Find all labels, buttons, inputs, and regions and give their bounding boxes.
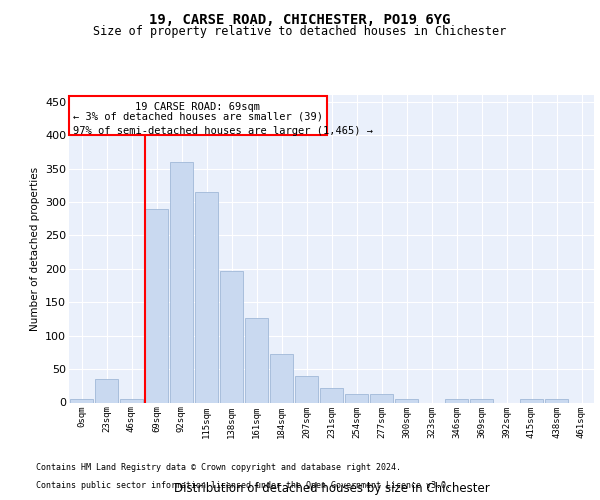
- Bar: [345, 394, 368, 402]
- Bar: [320, 388, 343, 402]
- Bar: [270, 354, 293, 403]
- Text: Contains HM Land Registry data © Crown copyright and database right 2024.: Contains HM Land Registry data © Crown c…: [36, 464, 401, 472]
- Bar: [520, 399, 543, 402]
- Bar: [470, 399, 493, 402]
- FancyBboxPatch shape: [69, 96, 326, 135]
- Bar: [545, 399, 568, 402]
- Bar: [245, 318, 268, 402]
- Text: Size of property relative to detached houses in Chichester: Size of property relative to detached ho…: [94, 25, 506, 38]
- Bar: [445, 399, 468, 402]
- Bar: [295, 376, 318, 402]
- Bar: [145, 208, 168, 402]
- Text: 97% of semi-detached houses are larger (1,465) →: 97% of semi-detached houses are larger (…: [73, 126, 373, 136]
- Y-axis label: Number of detached properties: Number of detached properties: [29, 166, 40, 331]
- Bar: [395, 399, 418, 402]
- Bar: [220, 271, 243, 402]
- Text: 19 CARSE ROAD: 69sqm: 19 CARSE ROAD: 69sqm: [135, 102, 260, 112]
- Bar: [195, 192, 218, 402]
- Bar: [120, 399, 143, 402]
- Text: Contains public sector information licensed under the Open Government Licence v3: Contains public sector information licen…: [36, 481, 451, 490]
- Bar: [95, 379, 118, 402]
- Bar: [170, 162, 193, 402]
- Text: 19, CARSE ROAD, CHICHESTER, PO19 6YG: 19, CARSE ROAD, CHICHESTER, PO19 6YG: [149, 12, 451, 26]
- Bar: [70, 399, 93, 402]
- Bar: [370, 394, 393, 402]
- Text: ← 3% of detached houses are smaller (39): ← 3% of detached houses are smaller (39): [73, 112, 323, 122]
- X-axis label: Distribution of detached houses by size in Chichester: Distribution of detached houses by size …: [173, 482, 490, 495]
